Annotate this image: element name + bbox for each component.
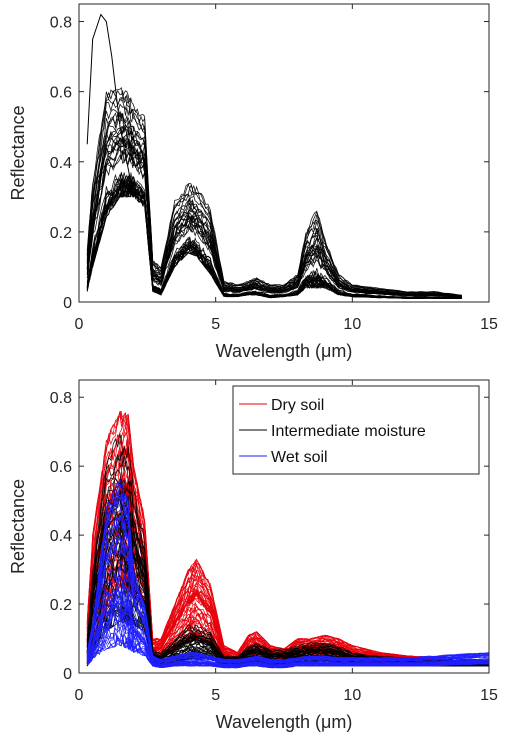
- series-line: [86, 543, 489, 664]
- x-tick-label: 10: [343, 687, 361, 704]
- y-tick-label: 0.2: [50, 597, 72, 614]
- series-line: [86, 631, 489, 669]
- x-axis-label: Wavelength (μm): [216, 341, 353, 361]
- y-tick-label: 0: [63, 666, 72, 683]
- series-wet-soil-group: [86, 478, 489, 669]
- series-line: [86, 144, 462, 298]
- series-line: [86, 112, 462, 297]
- y-tick-label: 0.8: [50, 390, 72, 407]
- chart-panel-1: 0 5 10 15 0 0.2 0.4 0.6 0.8 Wavelength (μm) Reflec…: [8, 3, 498, 361]
- series-line: [86, 477, 489, 662]
- series-line: [86, 433, 489, 661]
- legend-entry: Dry soil: [271, 397, 324, 414]
- series-line: [86, 609, 489, 667]
- x-tick-label: 0: [75, 687, 84, 704]
- series-line: [86, 410, 489, 664]
- y-tick-label: 0: [63, 295, 72, 312]
- series-line: [86, 138, 462, 298]
- axes-box: [78, 3, 490, 303]
- series-line: [86, 485, 489, 661]
- series-line: [86, 515, 489, 663]
- plot-area: [79, 4, 489, 302]
- legend: Dry soil Intermediate moisture Wet soil: [232, 385, 480, 475]
- x-tick-label: 5: [211, 687, 220, 704]
- series-line: [86, 96, 462, 296]
- axes-box: [78, 379, 490, 674]
- y-tick-label: 0.8: [50, 15, 72, 32]
- series-line: [86, 411, 489, 664]
- y-tick-label: 0.4: [50, 155, 72, 172]
- series-line: [86, 591, 489, 667]
- y-tick-label: 0.2: [50, 225, 72, 242]
- series-line: [86, 86, 462, 296]
- legend-box: [232, 385, 480, 475]
- x-tick-label: 5: [211, 316, 220, 333]
- y-axis-label: Reflectance: [8, 105, 28, 200]
- y-axis-label: Reflectance: [8, 479, 28, 574]
- x-tick-label: 15: [480, 316, 498, 333]
- chart-panel-2: 0 5 10 15 0 0.2 0.4 0.6 0.8 Wavelength (μm) Reflec…: [8, 379, 498, 732]
- outlier-spectrum-line: [86, 13, 135, 197]
- y-tick-label: 0.6: [50, 459, 72, 476]
- series-lines: [86, 13, 462, 299]
- x-tick-label: 10: [343, 316, 361, 333]
- series-line: [86, 558, 489, 665]
- x-tick-label: 15: [480, 687, 498, 704]
- series-line: [86, 423, 489, 664]
- series-line: [86, 177, 462, 299]
- series-lines: [86, 410, 489, 669]
- y-tick-label: 0.4: [50, 528, 72, 545]
- legend-entry: Intermediate moisture: [271, 423, 426, 440]
- series-line: [86, 150, 462, 298]
- series-line: [86, 187, 462, 299]
- x-tick-label: 0: [75, 316, 84, 333]
- x-axis-label: Wavelength (μm): [216, 712, 353, 732]
- y-tick-label: 0.6: [50, 85, 72, 102]
- series-spectra-group: [86, 13, 462, 299]
- legend-entry: Wet soil: [271, 449, 328, 466]
